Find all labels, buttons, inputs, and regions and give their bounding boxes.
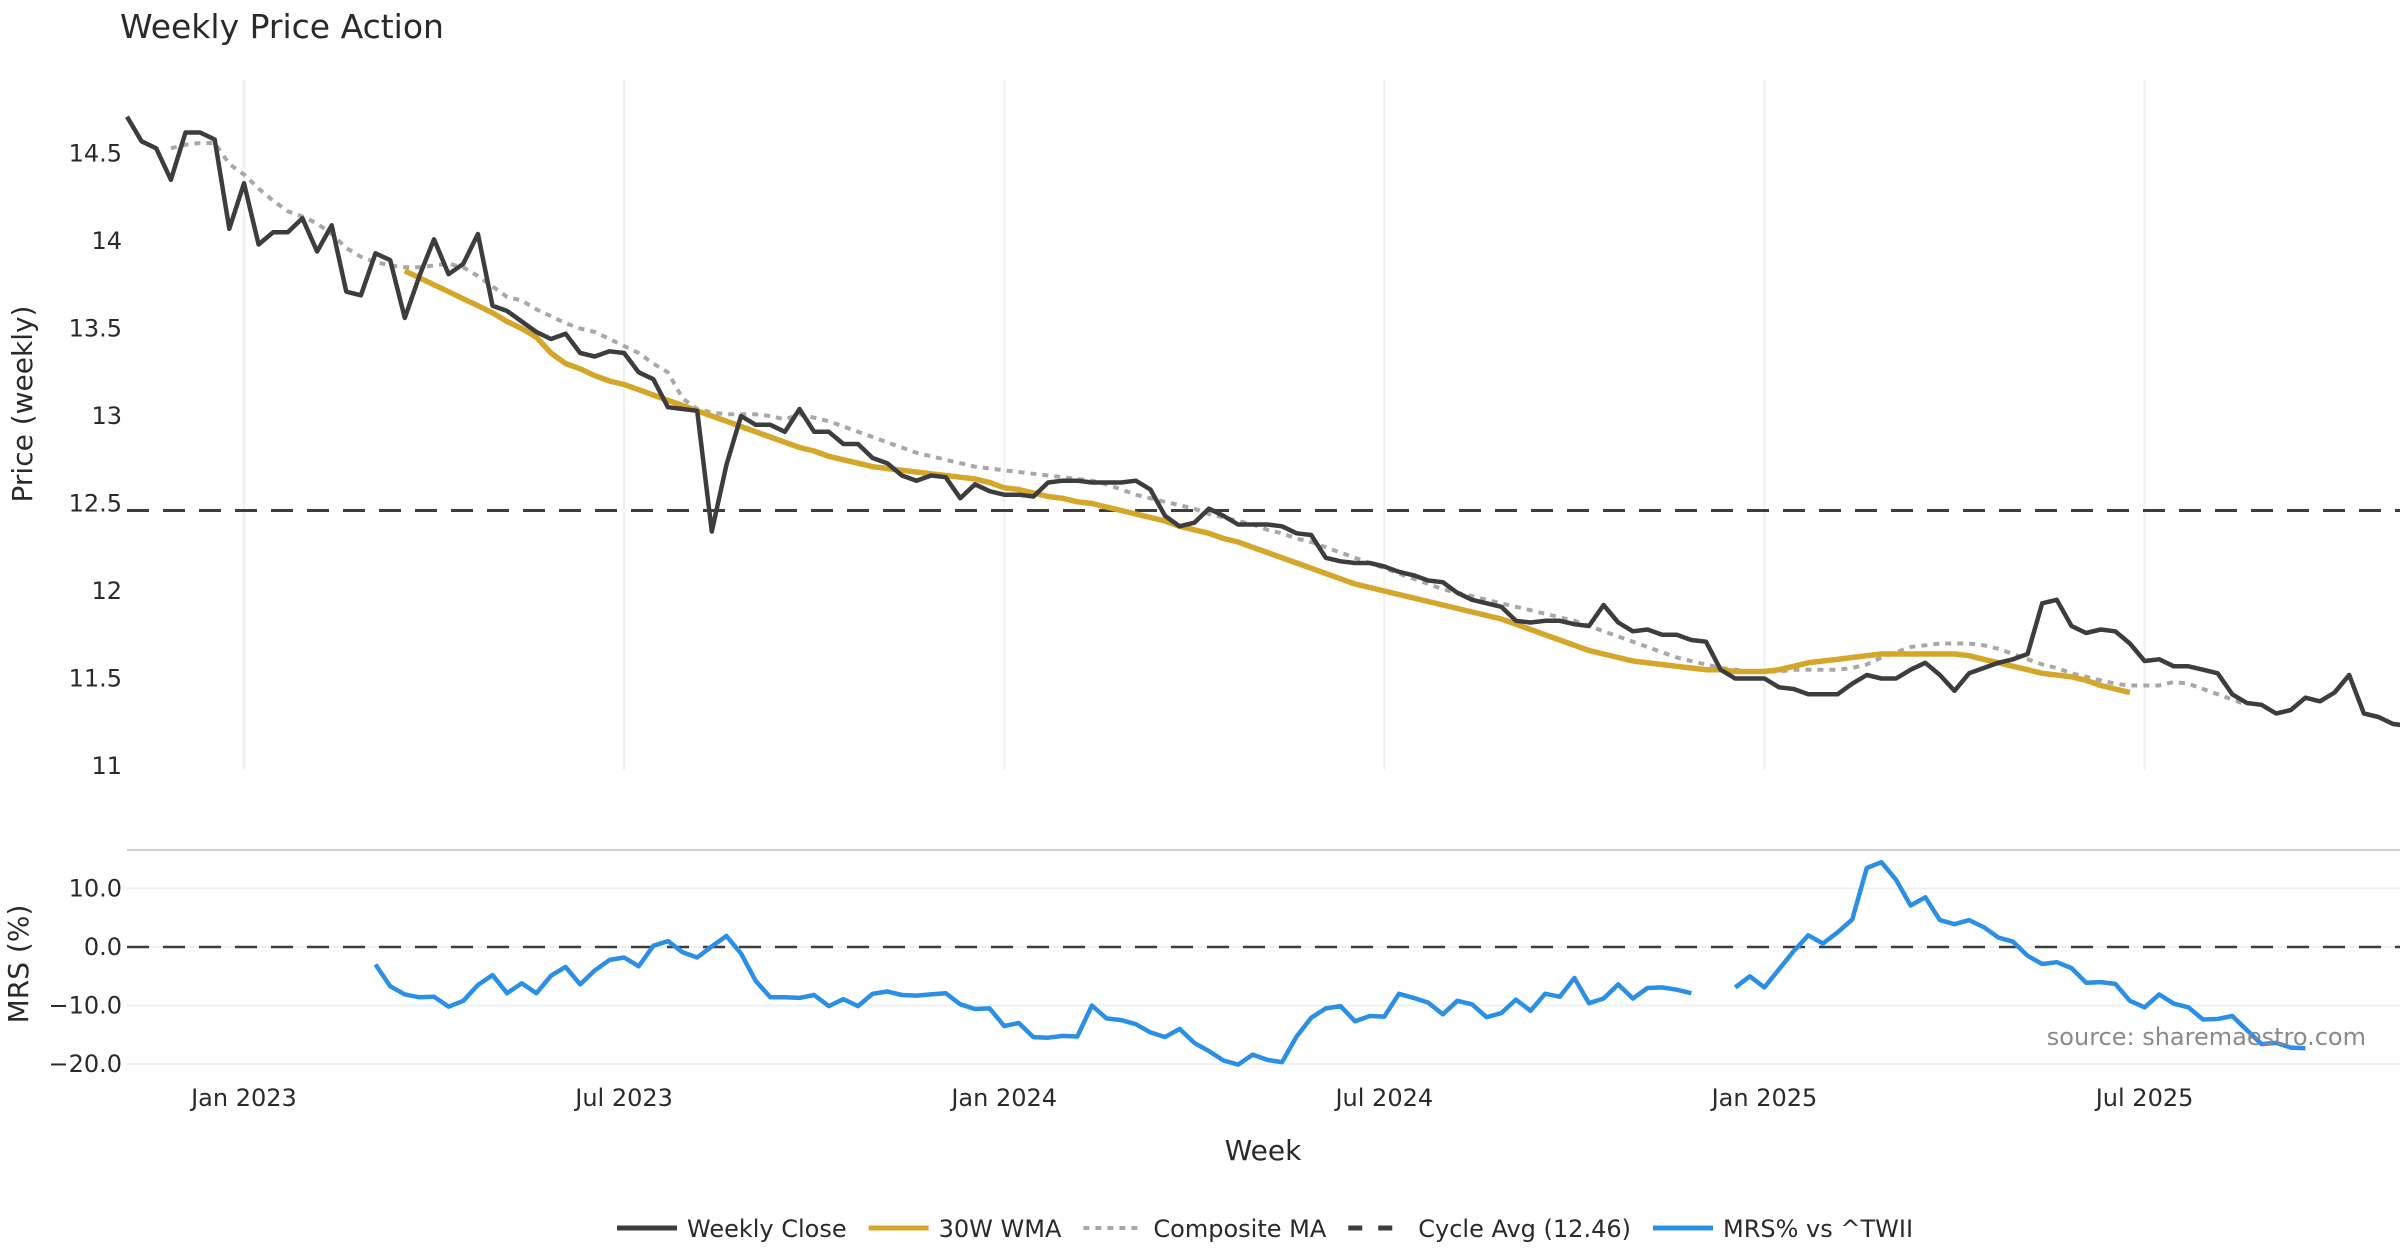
mrs-y-tick: −20.0	[48, 1050, 122, 1078]
x-tick: Jan 2025	[1710, 1084, 1818, 1112]
price-y-tick: 14.5	[69, 140, 122, 168]
composite-ma-line	[170, 141, 2248, 707]
x-tick: Jul 2023	[573, 1084, 673, 1112]
mrs-y-tick-labels: −20.0 −10.0 0.0 10.0	[48, 875, 122, 1079]
weekly-close-line	[125, 115, 2400, 728]
legend-label: 30W WMA	[939, 1215, 1062, 1243]
legend-item: 30W WMA	[868, 1215, 1062, 1243]
mrs-y-tick: −10.0	[48, 992, 122, 1020]
chart-title: Weekly Price Action	[120, 7, 444, 46]
x-tick: Jul 2024	[1333, 1084, 1433, 1112]
price-y-tick: 13.5	[69, 315, 122, 343]
source-annotation: source: sharemaestro.com	[2047, 1023, 2366, 1051]
legend-label: MRS% vs ^TWII	[1723, 1215, 1913, 1243]
30w-wma-line	[403, 268, 2131, 696]
price-y-tick: 12.5	[69, 490, 122, 518]
legend-item: Weekly Close	[617, 1215, 847, 1243]
mrs-y-axis-label: MRS (%)	[2, 905, 35, 1024]
mrs-line	[1733, 859, 2306, 1051]
legend-label: Composite MA	[1153, 1215, 1326, 1243]
legend-item: Composite MA	[1083, 1215, 1327, 1243]
price-y-tick-labels: 11 11.5 12 12.5 13 13.5 14 14.5	[69, 140, 122, 781]
x-axis-label: Week	[1225, 1134, 1302, 1167]
legend-label: Cycle Avg (12.46)	[1418, 1215, 1631, 1243]
price-y-tick: 11.5	[69, 665, 122, 693]
price-y-tick: 11	[91, 752, 122, 780]
x-tick-labels: Jan 2023 Jul 2023 Jan 2024 Jul 2024 Jan 2025…	[189, 1084, 2193, 1112]
price-y-tick: 12	[91, 577, 122, 605]
mrs-y-tick: 0.0	[84, 933, 122, 961]
x-tick: Jan 2024	[949, 1084, 1057, 1112]
legend-item: Cycle Avg (12.46)	[1348, 1215, 1631, 1243]
x-tick: Jul 2025	[2094, 1084, 2194, 1112]
price-gridlines	[242, 80, 2146, 770]
price-y-tick: 13	[91, 402, 122, 430]
mrs-line	[373, 933, 1692, 1067]
legend-label: Weekly Close	[687, 1215, 847, 1243]
price-y-tick: 14	[91, 227, 122, 255]
price-y-axis-label: Price (weekly)	[6, 306, 39, 503]
legend-item: MRS% vs ^TWII	[1652, 1215, 1913, 1243]
mrs-series	[127, 859, 2400, 1067]
mrs-y-tick: 10.0	[69, 875, 122, 903]
price-series	[125, 115, 2400, 728]
legend: Weekly Close 30W WMA Composite MA Cycle Avg…	[617, 1215, 1913, 1243]
x-tick: Jan 2023	[189, 1084, 297, 1112]
